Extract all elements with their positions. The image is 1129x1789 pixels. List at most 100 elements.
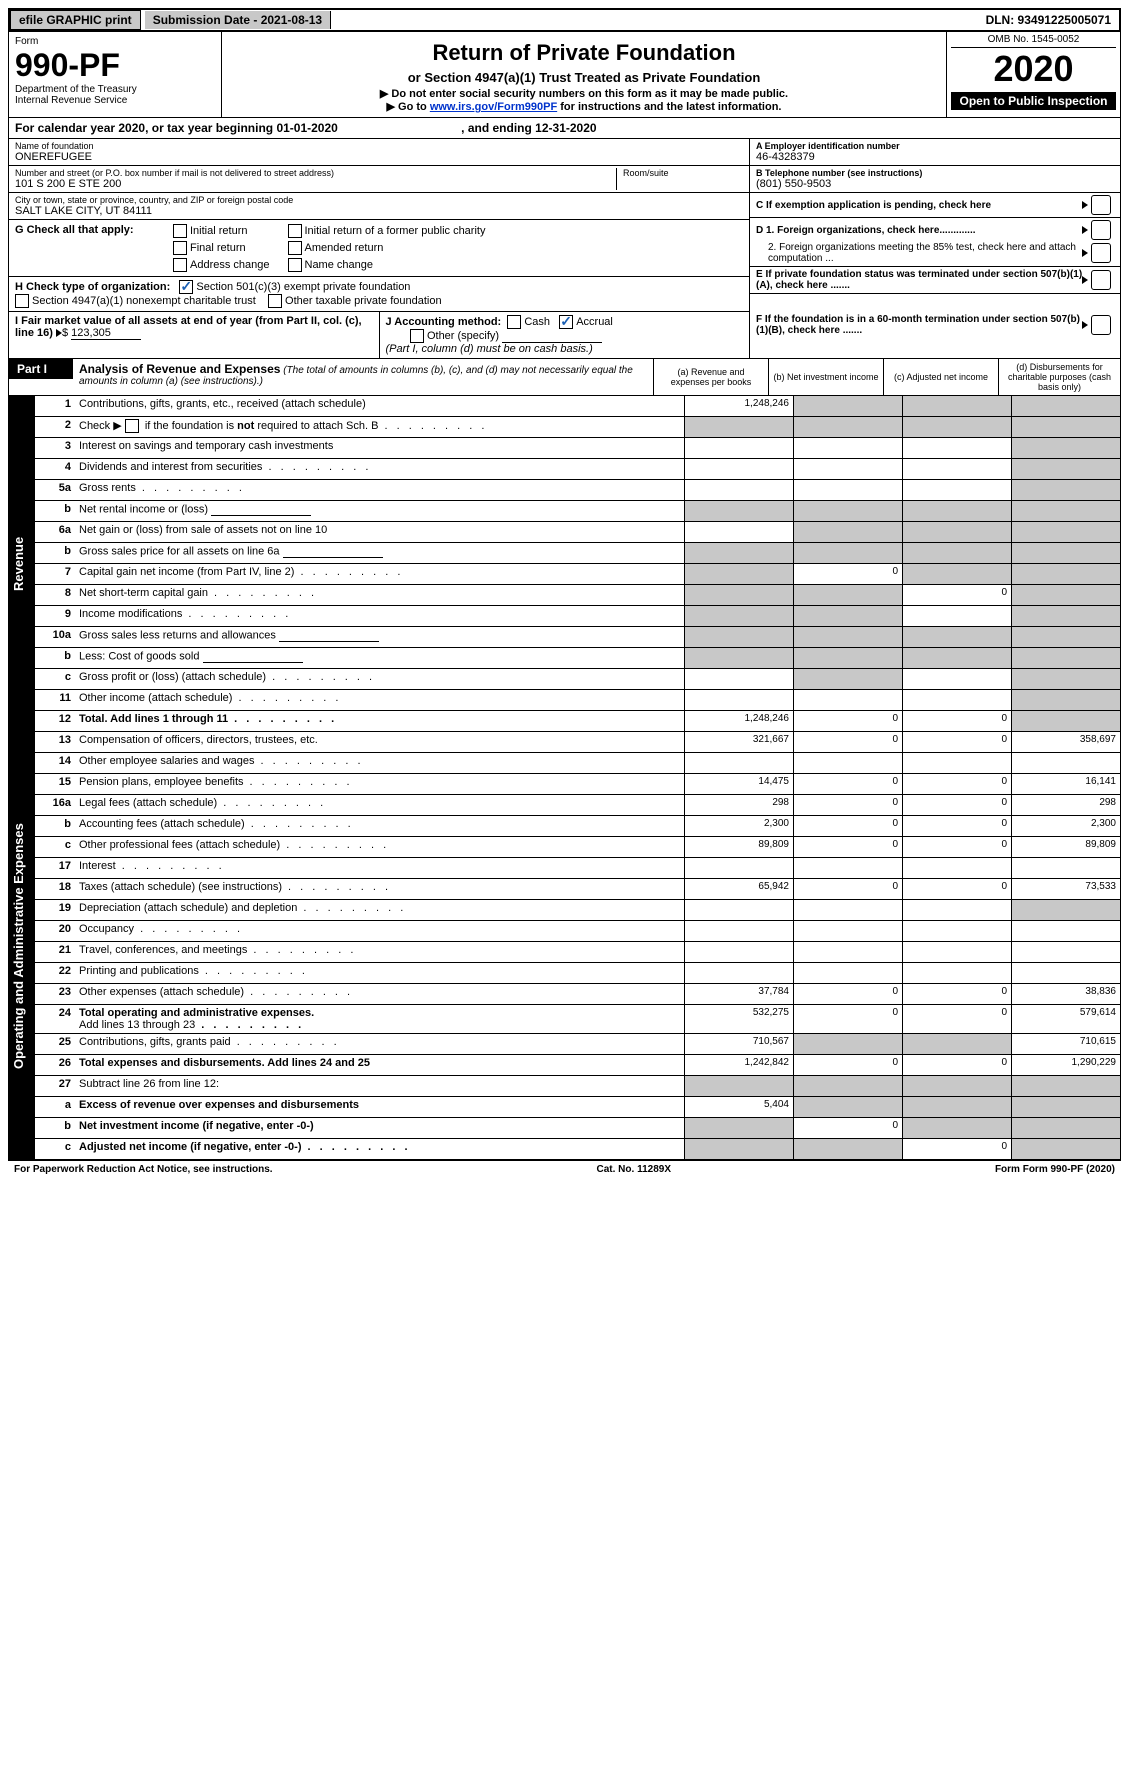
checkbox-addr-change[interactable]	[173, 258, 187, 272]
checkbox-other-tax[interactable]	[268, 294, 282, 308]
line-10b: b Less: Cost of goods sold	[35, 648, 1120, 669]
col-d-head: (d) Disbursements for charitable purpose…	[998, 359, 1120, 395]
amt-a	[684, 501, 793, 521]
h-row: H Check type of organization: Section 50…	[9, 277, 749, 312]
checkbox-initial-former[interactable]	[288, 224, 302, 238]
line-num: 6a	[35, 522, 75, 542]
line-19: 19 Depreciation (attach schedule) and de…	[35, 900, 1120, 921]
irs-link[interactable]: www.irs.gov/Form990PF	[430, 101, 557, 113]
sub-input-6b[interactable]	[283, 545, 383, 558]
efile-print-button[interactable]: efile GRAPHIC print	[10, 10, 141, 30]
line-desc: Contributions, gifts, grants paid	[75, 1034, 684, 1054]
checkbox-d1[interactable]	[1091, 220, 1111, 240]
part1-title: Analysis of Revenue and Expenses	[79, 362, 280, 376]
amt-b	[793, 753, 902, 773]
tax-year: 2020	[951, 48, 1116, 90]
checkbox-f[interactable]	[1091, 315, 1111, 335]
checkbox-other-method[interactable]	[410, 329, 424, 343]
amt-a: 710,567	[684, 1034, 793, 1054]
amt-c: 0	[902, 795, 1011, 815]
amt-c	[902, 522, 1011, 542]
line-desc: Total expenses and disbursements. Add li…	[75, 1055, 684, 1075]
line-num: 3	[35, 438, 75, 458]
amt-b	[793, 585, 902, 605]
amt-c	[902, 396, 1011, 416]
amt-d: 358,697	[1011, 732, 1120, 752]
amt-c	[902, 501, 1011, 521]
checkbox-d2[interactable]	[1091, 243, 1111, 263]
line-25: 25 Contributions, gifts, grants paid 710…	[35, 1034, 1120, 1055]
other-specify-input[interactable]	[502, 330, 602, 343]
line-desc: Gross sales less returns and allowances	[75, 627, 684, 647]
line-3: 3 Interest on savings and temporary cash…	[35, 438, 1120, 459]
sub-input-10a[interactable]	[279, 629, 379, 642]
col-b-head: (b) Net investment income	[768, 359, 883, 395]
phone-value: (801) 550-9503	[756, 178, 1114, 190]
line-desc: Adjusted net income (if negative, enter …	[75, 1139, 684, 1159]
opt-addr-change: Address change	[190, 259, 270, 271]
line-num: c	[35, 837, 75, 857]
e-label: E If private foundation status was termi…	[756, 269, 1082, 291]
checkbox-amended[interactable]	[288, 241, 302, 255]
line-desc: Net investment income (if negative, ente…	[75, 1118, 684, 1138]
amt-b: 0	[793, 816, 902, 836]
checkbox-c[interactable]	[1091, 195, 1111, 215]
checkbox-501c3[interactable]	[179, 280, 193, 294]
line-num: 4	[35, 459, 75, 479]
amt-c	[902, 564, 1011, 584]
amt-c	[902, 606, 1011, 626]
amt-d	[1011, 543, 1120, 563]
checkbox-4947[interactable]	[15, 294, 29, 308]
expenses-section: Operating and Administrative Expenses 13…	[8, 732, 1121, 1161]
amt-d	[1011, 900, 1120, 920]
amt-a: 5,404	[684, 1097, 793, 1117]
line-desc: Income modifications	[75, 606, 684, 626]
opt-initial: Initial return	[190, 225, 247, 237]
amt-a	[684, 480, 793, 500]
d2-label: 2. Foreign organizations meeting the 85%…	[756, 242, 1082, 264]
line-6b: b Gross sales price for all assets on li…	[35, 543, 1120, 564]
amt-b	[793, 522, 902, 542]
omb-label: OMB No. 1545-0052	[951, 34, 1116, 48]
line-16a: 16a Legal fees (attach schedule) 298 0 0…	[35, 795, 1120, 816]
opt-501c3: Section 501(c)(3) exempt private foundat…	[196, 281, 410, 293]
amt-d	[1011, 627, 1120, 647]
opt-accrual: Accrual	[576, 316, 613, 328]
checkbox-initial[interactable]	[173, 224, 187, 238]
line-17: 17 Interest	[35, 858, 1120, 879]
sub-input-10b[interactable]	[203, 650, 303, 663]
checkbox-e[interactable]	[1091, 270, 1111, 290]
checkbox-name-change[interactable]	[288, 258, 302, 272]
amt-c: 0	[902, 816, 1011, 836]
checkbox-final[interactable]	[173, 241, 187, 255]
amt-b	[793, 669, 902, 689]
line-27c: c Adjusted net income (if negative, ente…	[35, 1139, 1120, 1160]
h-label: H Check type of organization:	[15, 281, 170, 293]
line-desc: Other income (attach schedule)	[75, 690, 684, 710]
checkbox-accrual[interactable]	[559, 315, 573, 329]
amt-b	[793, 858, 902, 878]
amt-d	[1011, 669, 1120, 689]
form-word: Form	[15, 36, 215, 47]
line-desc: Occupancy	[75, 921, 684, 941]
amt-c	[902, 921, 1011, 941]
amt-d	[1011, 858, 1120, 878]
line-num: 11	[35, 690, 75, 710]
amt-c	[902, 1034, 1011, 1054]
amt-c: 0	[902, 837, 1011, 857]
line-desc: Contributions, gifts, grants, etc., rece…	[75, 396, 684, 416]
sub-input-5b[interactable]	[211, 503, 311, 516]
amt-b	[793, 543, 902, 563]
line-desc: Other expenses (attach schedule)	[75, 984, 684, 1004]
line-26: 26 Total expenses and disbursements. Add…	[35, 1055, 1120, 1076]
amt-d: 1,290,229	[1011, 1055, 1120, 1075]
checkbox-cash[interactable]	[507, 315, 521, 329]
line-16c: c Other professional fees (attach schedu…	[35, 837, 1120, 858]
amt-d	[1011, 585, 1120, 605]
line-desc: Taxes (attach schedule) (see instruction…	[75, 879, 684, 899]
amt-a: 89,809	[684, 837, 793, 857]
checkbox-line2[interactable]	[125, 419, 139, 433]
form-title: Return of Private Foundation	[230, 40, 938, 66]
amt-a	[684, 1076, 793, 1096]
line-10a: 10a Gross sales less returns and allowan…	[35, 627, 1120, 648]
